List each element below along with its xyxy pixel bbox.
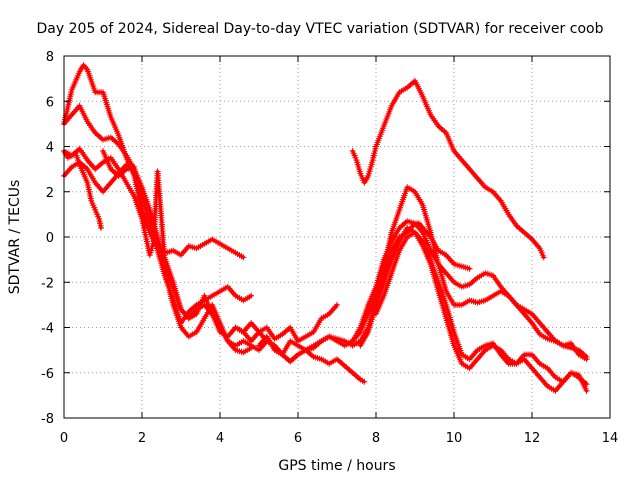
x-tick-label: 4	[216, 431, 224, 446]
y-tick-label: -6	[41, 367, 54, 382]
y-tick-label: 8	[46, 50, 54, 65]
series-sat-k	[373, 229, 590, 394]
grid	[64, 56, 610, 418]
x-tick-label: 0	[60, 431, 68, 446]
series-sat-f	[100, 148, 368, 385]
series-markers	[61, 102, 255, 326]
series-group	[61, 62, 590, 394]
x-tick-label: 10	[446, 431, 463, 446]
series-markers	[349, 184, 590, 363]
series-sat-b	[61, 148, 104, 231]
series-line	[374, 231, 589, 393]
x-axis-label: GPS time / hours	[278, 458, 395, 474]
x-tick-label: 6	[294, 431, 302, 446]
series-sat-j	[349, 184, 590, 363]
y-tick-label: 4	[46, 141, 54, 156]
y-tick-label: 6	[46, 95, 54, 110]
y-axis-label: SDTVAR / TECUs	[7, 180, 23, 295]
series-markers	[373, 229, 590, 394]
series-markers	[357, 224, 590, 394]
y-tick-label: 2	[46, 186, 54, 201]
series-sat-l	[357, 224, 590, 394]
series-line	[351, 79, 546, 259]
y-tick-label: -2	[41, 276, 54, 291]
series-sat-i	[349, 77, 547, 261]
x-tick-label: 12	[524, 431, 541, 446]
series-markers	[349, 77, 547, 261]
axis-ticks: 0 2 4 6 8 10 12 14 8 6 4 2 0 -2 -4 -6 -8	[41, 50, 618, 446]
y-tick-label: -4	[41, 322, 54, 337]
chart-title: Day 205 of 2024, Sidereal Day-to-day VTE…	[37, 21, 604, 37]
x-tick-label: 2	[138, 431, 146, 446]
y-tick-label: 0	[46, 231, 54, 246]
x-tick-label: 8	[372, 431, 380, 446]
series-sat-c	[61, 102, 255, 326]
series-markers	[61, 148, 104, 231]
x-tick-label: 14	[602, 431, 619, 446]
y-tick-label: -8	[41, 412, 54, 427]
